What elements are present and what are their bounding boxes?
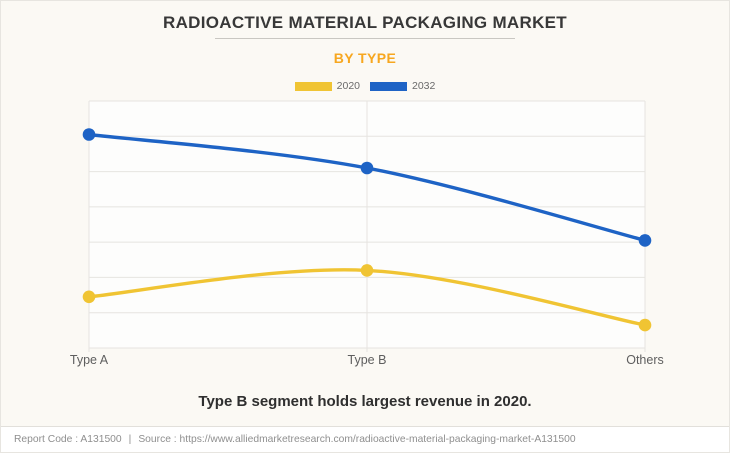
x-axis-label: Others xyxy=(626,353,664,367)
title-divider xyxy=(215,38,515,39)
data-point-2020 xyxy=(638,318,652,332)
data-point-2032 xyxy=(360,161,374,175)
legend-item-2032[interactable]: 2032 xyxy=(370,80,435,92)
data-point-2032 xyxy=(638,234,652,247)
legend-swatch-2032 xyxy=(370,81,407,91)
legend-swatch-2020 xyxy=(294,81,332,91)
chart-title: RADIOACTIVE MATERIAL PACKAGING MARKET xyxy=(163,13,567,32)
source-url: Source : https://www.alliedmarketresearc… xyxy=(138,434,576,445)
legend-item-2020[interactable]: 2020 xyxy=(294,80,360,92)
chart-legend: 2020 2032 xyxy=(1,80,729,92)
report-code: Report Code : A131500 xyxy=(14,434,122,445)
x-axis-label: Type B xyxy=(348,353,387,367)
line-chart: Type A Type B Others xyxy=(1,96,729,381)
footer-bar: Report Code : A131500 | Source : https:/… xyxy=(1,426,729,452)
data-point-2032 xyxy=(82,128,96,141)
x-axis-label: Type A xyxy=(70,353,109,367)
legend-label-2020: 2020 xyxy=(336,80,360,92)
legend-label-2032: 2032 xyxy=(412,80,436,92)
chart-caption: Type B segment holds largest revenue in … xyxy=(198,393,532,410)
data-point-2020 xyxy=(82,290,96,304)
chart-subtitle: BY TYPE xyxy=(333,50,397,66)
line-chart-svg: Type A Type B Others xyxy=(70,100,664,367)
footer-divider: | xyxy=(128,434,132,445)
data-point-2020 xyxy=(360,264,374,277)
